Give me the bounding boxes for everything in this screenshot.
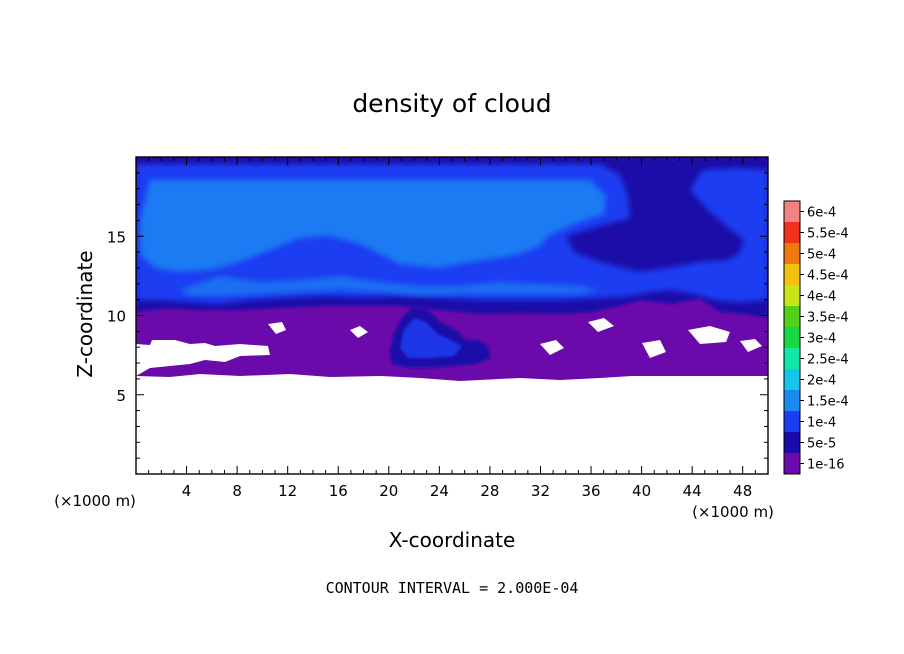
- x-tick-label: 16: [329, 482, 348, 500]
- colorbar-label: 6e-4: [807, 206, 836, 221]
- clear-gap-small-2: [350, 326, 368, 338]
- colorbar-label: 2e-4: [807, 374, 836, 389]
- y-tick-label: 10: [107, 308, 126, 326]
- clear-gap-small-5: [642, 340, 666, 358]
- colorbar-label: 3.5e-4: [807, 311, 849, 326]
- x-axis-label: X-coordinate: [389, 528, 516, 552]
- x-tick-label: 48: [733, 482, 752, 500]
- colorbar-label: 4.5e-4: [807, 269, 849, 284]
- colorbar-swatch: [784, 243, 800, 264]
- y-axis-label: Z-coordinate: [73, 250, 97, 377]
- contour-level-1.5e-4-b: [180, 276, 600, 296]
- y-tick-label: 5: [116, 387, 126, 405]
- x-tick-label: 28: [480, 482, 499, 500]
- x-tick-label: 32: [531, 482, 550, 500]
- contour-level-1.5e-4: [140, 180, 606, 272]
- cloud-blob-lower-core: [400, 318, 462, 358]
- colorbar-label: 5e-4: [807, 248, 836, 263]
- x-tick-label: 20: [379, 482, 398, 500]
- clear-gap-small-6: [740, 339, 762, 352]
- colorbar-swatch: [784, 369, 800, 390]
- z-unit-label: (×1000 m): [54, 492, 136, 510]
- colorbar-label: 5e-5: [807, 437, 836, 452]
- x-tick-label: 8: [232, 482, 242, 500]
- x-tick-label: 44: [683, 482, 702, 500]
- colorbar-label: 3e-4: [807, 332, 836, 347]
- colorbar-frame: [783, 200, 801, 475]
- clear-gap-right: [688, 326, 730, 344]
- colorbar-label: 5.5e-4: [807, 227, 849, 242]
- colorbar-label: 1e-16: [807, 458, 845, 473]
- colorbar-swatch: [784, 222, 800, 243]
- contour-interval-text: CONTOUR INTERVAL = 2.000E-04: [326, 579, 579, 597]
- clear-gap-small-4: [588, 318, 614, 332]
- y-tick-label: 15: [107, 228, 126, 246]
- colorbar-swatch: [784, 453, 800, 474]
- x-tick-label: 24: [430, 482, 449, 500]
- y-axis: 5 10 15: [107, 172, 768, 459]
- x-tick-label: 12: [278, 482, 297, 500]
- colorbar-swatch: [784, 411, 800, 432]
- x-tick-label: 40: [632, 482, 651, 500]
- colorbar-swatch: [784, 264, 800, 285]
- chart-title: density of cloud: [352, 89, 551, 118]
- plot-area: [136, 157, 768, 474]
- colorbar-swatch: [784, 306, 800, 327]
- colorbar-swatch: [784, 327, 800, 348]
- colorbar-label: 2.5e-4: [807, 353, 849, 368]
- colorbar-swatch: [784, 390, 800, 411]
- colorbar-label: 4e-4: [807, 290, 836, 305]
- clear-gap-left: [136, 340, 270, 376]
- colorbar-label: 1.5e-4: [807, 395, 849, 410]
- colorbar-swatch: [784, 432, 800, 453]
- x-unit-label: (×1000 m): [692, 503, 774, 521]
- colorbar-swatch: [784, 285, 800, 306]
- colorbar-label: 1e-4: [807, 416, 836, 431]
- clear-gap-small-3: [540, 340, 564, 355]
- colorbar-swatch: [784, 348, 800, 369]
- x-tick-label: 36: [581, 482, 600, 500]
- colorbar: 1e-16 5e-5 1e-4 1.5e-4 2e-4 2.5e-4 3e-4 3.5e-4 4…: [783, 200, 849, 475]
- colorbar-swatch: [784, 201, 800, 222]
- x-axis: 4 8 12 16 20 24 28 32 36 40 44 48: [148, 157, 756, 500]
- x-tick-label: 4: [182, 482, 192, 500]
- clear-gap-small-1: [268, 322, 286, 334]
